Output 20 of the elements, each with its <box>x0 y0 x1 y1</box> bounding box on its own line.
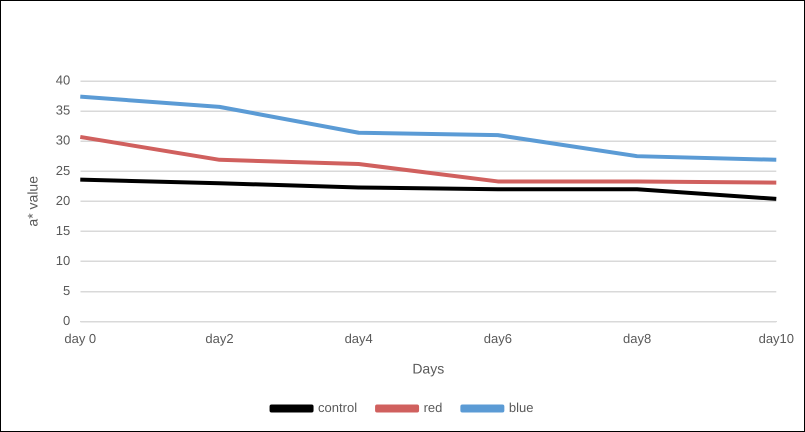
y-tick-label: 25 <box>56 162 70 178</box>
legend-label: blue <box>508 400 534 416</box>
x-tick-label: day 0 <box>64 330 96 346</box>
y-tick-label: 15 <box>56 222 70 238</box>
x-tick-label: day4 <box>344 330 373 346</box>
x-tick-label: day10 <box>758 330 794 346</box>
y-tick-label: 10 <box>56 253 70 268</box>
legend-label: control <box>318 400 358 416</box>
y-tick-label: 30 <box>56 132 70 148</box>
y-tick-label: 40 <box>56 72 70 88</box>
x-tick-label: day6 <box>484 330 512 346</box>
y-axis-title: a* value <box>24 176 40 227</box>
y-tick-label: 20 <box>56 192 70 208</box>
x-tick-label: day8 <box>622 330 652 346</box>
x-tick-label: day2 <box>205 330 234 346</box>
y-tick-label: 35 <box>56 102 70 118</box>
legend-label: red <box>424 400 442 416</box>
x-axis-title: Days <box>412 360 444 376</box>
y-tick-label: 5 <box>63 283 70 298</box>
y-tick-label: 0 <box>63 313 70 328</box>
